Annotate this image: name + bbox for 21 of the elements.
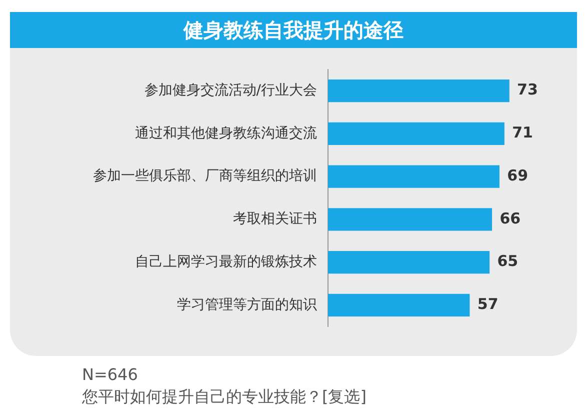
y-tick-label: 通过和其他健身教练沟通交流 (135, 125, 317, 142)
y-tick-label: 学习管理等方面的知识 (177, 296, 317, 313)
y-tick-label: 考取相关证书 (233, 211, 317, 228)
bar (328, 80, 510, 102)
data-label: 57 (477, 295, 498, 314)
bar (328, 122, 504, 146)
data-label: 65 (497, 252, 518, 270)
chart-title: 健身教练自我提升的途径 (10, 12, 577, 48)
data-label: 69 (507, 166, 528, 184)
bar (328, 250, 490, 274)
data-label: 71 (512, 124, 533, 142)
bar (328, 294, 470, 316)
y-tick-label: 参加健身交流活动/行业大会 (144, 82, 317, 98)
text: 您平时如何提升自己的专业技能？[复选] (82, 387, 366, 408)
bar (328, 208, 492, 231)
text: N=646 (82, 365, 138, 384)
data-label: 73 (517, 80, 538, 99)
data-label: 66 (500, 209, 521, 228)
y-tick-label: 参加一些俱乐部、厂商等组织的培训 (93, 168, 317, 184)
bar (328, 165, 500, 188)
y-tick-label: 自己上网学习最新的锻炼技术 (135, 254, 317, 270)
